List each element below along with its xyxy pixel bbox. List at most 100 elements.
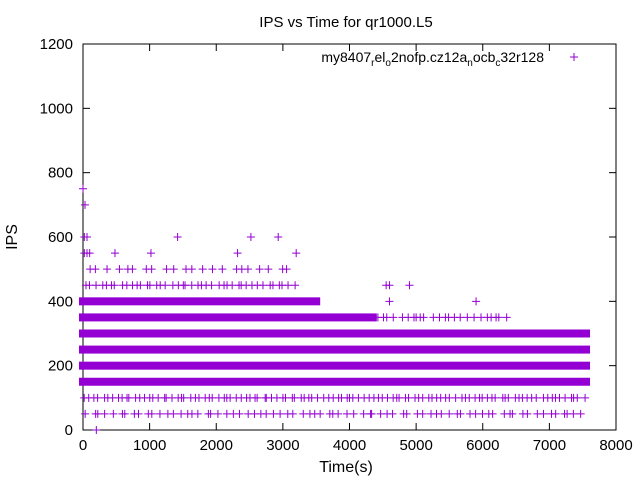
data-point <box>169 265 178 274</box>
data-point <box>523 409 532 418</box>
data-point <box>343 409 352 418</box>
data-point <box>292 249 301 258</box>
data-point <box>463 313 472 322</box>
data-point <box>147 409 156 418</box>
data-point <box>405 281 414 290</box>
data-point <box>471 409 480 418</box>
data-points <box>79 184 591 434</box>
data-point <box>385 281 394 290</box>
data-point <box>539 409 548 418</box>
data-point <box>208 265 217 274</box>
data-point <box>445 409 454 418</box>
data-point <box>162 265 171 274</box>
dense-band-markers <box>79 313 377 322</box>
data-point <box>502 313 511 322</box>
y-tick-label: 1000 <box>40 100 73 117</box>
x-tick-label: 0 <box>79 437 87 454</box>
data-point <box>187 265 196 274</box>
legend-marker <box>570 53 578 61</box>
data-point <box>276 409 285 418</box>
y-tick-label: 400 <box>48 293 73 310</box>
data-point <box>93 409 102 418</box>
data-point <box>262 409 271 418</box>
data-point <box>472 297 481 306</box>
data-point <box>228 281 237 290</box>
data-point <box>80 200 89 209</box>
x-axis-label: Time(s) <box>319 459 373 476</box>
x-tick-label: 8000 <box>599 437 632 454</box>
data-point <box>79 184 87 193</box>
data-point <box>173 233 182 241</box>
data-point <box>492 313 501 322</box>
data-point <box>91 265 100 274</box>
data-point <box>437 409 446 418</box>
data-point <box>258 281 267 290</box>
x-axis: 0 1000 2000 3000 4000 5000 6000 7000 8000 <box>79 44 633 454</box>
data-point <box>85 249 94 258</box>
data-point <box>255 265 264 274</box>
data-point <box>146 249 155 258</box>
legend: my8407relo2nofp.cz12anocbc32r128 <box>321 49 578 69</box>
data-point <box>207 281 216 290</box>
dense-band-markers <box>79 329 591 338</box>
data-point <box>81 409 90 418</box>
data-point <box>284 281 293 290</box>
data-point <box>359 409 368 418</box>
x-tick-label: 2000 <box>200 437 233 454</box>
data-point <box>208 393 217 402</box>
data-point <box>402 409 411 418</box>
y-tick-label: 1200 <box>40 36 73 53</box>
data-point <box>103 265 112 274</box>
data-point <box>551 409 560 418</box>
data-point <box>181 281 190 290</box>
data-point <box>243 265 252 274</box>
data-point <box>281 393 290 402</box>
data-point <box>290 393 299 402</box>
dense-band-markers <box>79 297 321 306</box>
chart-title: IPS vs Time for qr1000.L5 <box>259 14 432 31</box>
data-point <box>367 409 376 418</box>
data-point <box>573 393 582 402</box>
data-point <box>193 409 202 418</box>
data-point <box>235 409 244 418</box>
data-point <box>110 281 119 290</box>
data-point <box>213 409 222 418</box>
data-point <box>253 393 262 402</box>
dense-band-markers <box>79 345 591 354</box>
y-tick-label: 0 <box>65 422 73 439</box>
data-point <box>412 313 421 322</box>
dense-band-markers <box>79 377 591 386</box>
data-point <box>155 409 164 418</box>
data-point <box>198 265 207 274</box>
x-tick-label: 3000 <box>266 437 299 454</box>
data-point <box>124 393 133 402</box>
x-tick-label: 1000 <box>133 437 166 454</box>
data-point <box>100 409 109 418</box>
data-point <box>136 281 145 290</box>
data-point <box>456 409 465 418</box>
data-point <box>419 313 428 322</box>
legend-label: my8407relo2nofp.cz12anocbc32r128 <box>321 49 544 69</box>
x-tick-label: 7000 <box>533 437 566 454</box>
data-point <box>504 393 513 402</box>
data-point <box>179 393 188 402</box>
y-axis: 0 200 400 600 800 1000 1200 <box>40 36 616 439</box>
data-point <box>389 313 398 322</box>
data-point <box>145 281 154 290</box>
y-axis-label: IPS <box>4 224 21 250</box>
data-point <box>288 409 297 418</box>
data-point <box>110 249 119 258</box>
data-point <box>532 393 541 402</box>
data-point <box>233 249 242 258</box>
x-tick-label: 4000 <box>333 437 366 454</box>
x-tick-label: 6000 <box>466 437 499 454</box>
data-point <box>161 281 170 290</box>
data-point <box>470 313 479 322</box>
data-point <box>274 233 283 241</box>
legend-plus-marker <box>570 53 578 61</box>
data-point <box>128 265 137 274</box>
data-point <box>581 393 590 402</box>
data-point <box>169 409 178 418</box>
data-point <box>134 409 143 418</box>
